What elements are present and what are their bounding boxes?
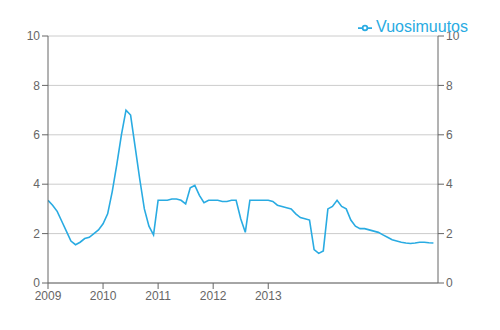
svg-text:2013: 2013: [255, 289, 282, 303]
svg-text:0: 0: [33, 276, 40, 290]
svg-text:6: 6: [446, 128, 453, 142]
svg-text:4: 4: [33, 177, 40, 191]
svg-text:4: 4: [446, 177, 453, 191]
svg-text:2009: 2009: [35, 289, 62, 303]
svg-text:6: 6: [33, 128, 40, 142]
svg-text:10: 10: [446, 29, 460, 43]
svg-text:2: 2: [446, 227, 453, 241]
svg-text:8: 8: [33, 79, 40, 93]
svg-text:2: 2: [33, 227, 40, 241]
svg-text:10: 10: [27, 29, 41, 43]
svg-text:0: 0: [446, 276, 453, 290]
svg-text:2011: 2011: [145, 289, 171, 303]
svg-text:2010: 2010: [90, 289, 117, 303]
svg-text:2012: 2012: [200, 289, 227, 303]
svg-text:8: 8: [446, 79, 453, 93]
